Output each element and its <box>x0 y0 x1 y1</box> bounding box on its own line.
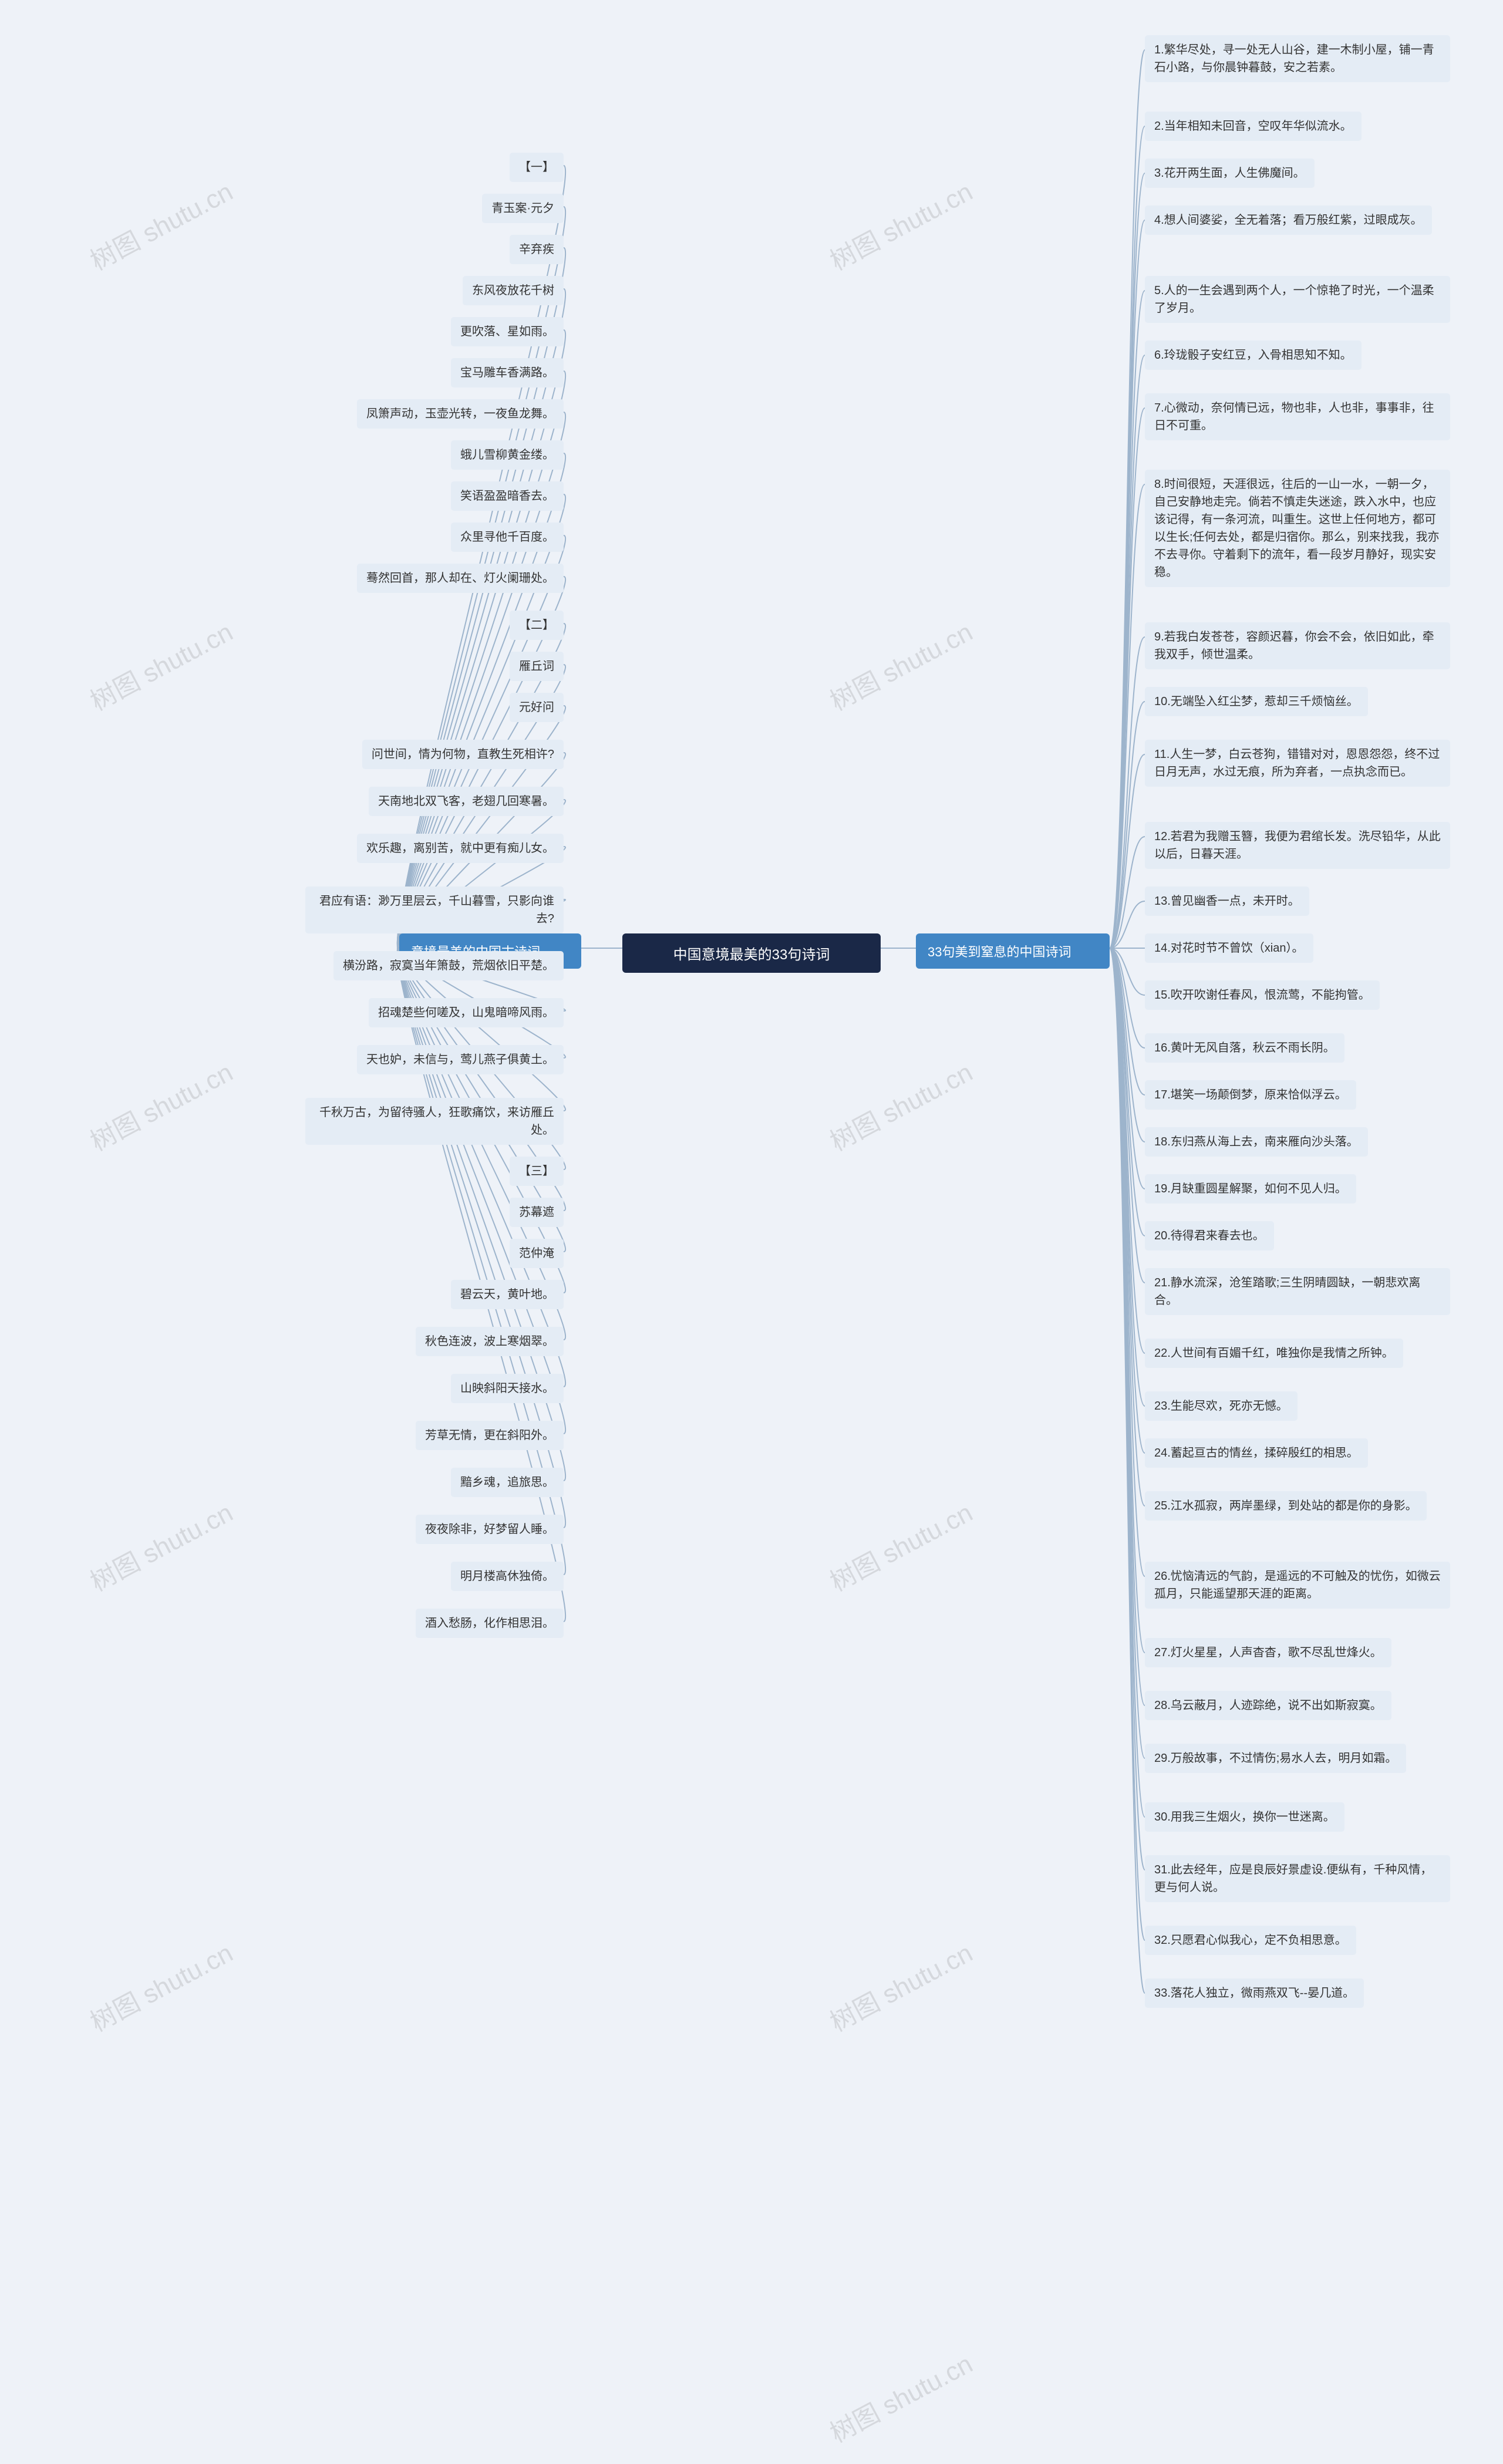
watermark: 树图 shutu.cn <box>823 171 978 278</box>
right-leaf[interactable]: 30.用我三生烟火，换你一世迷离。 <box>1145 1802 1344 1832</box>
left-leaf[interactable]: 辛弃疾 <box>510 235 564 264</box>
left-leaf[interactable]: 明月楼高休独倚。 <box>451 1562 564 1591</box>
watermark: 树图 shutu.cn <box>83 1051 238 1158</box>
watermark: 树图 shutu.cn <box>83 171 238 278</box>
left-leaf[interactable]: 蛾儿雪柳黄金缕。 <box>451 440 564 470</box>
right-leaf[interactable]: 20.待得君来春去也。 <box>1145 1221 1274 1250</box>
right-leaf[interactable]: 4.想人间婆娑，全无着落；看万般红紫，过眼成灰。 <box>1145 205 1432 235</box>
left-leaf[interactable]: 碧云天，黄叶地。 <box>451 1280 564 1309</box>
left-leaf[interactable]: 苏幕遮 <box>510 1198 564 1227</box>
left-leaf[interactable]: 范仲淹 <box>510 1239 564 1268</box>
right-leaf[interactable]: 9.若我白发苍苍，容颜迟暮，你会不会，依旧如此，牵我双手，倾世温柔。 <box>1145 622 1450 669</box>
right-leaf[interactable]: 27.灯火星星，人声杳杳，歌不尽乱世烽火。 <box>1145 1638 1391 1667</box>
right-branch-node[interactable]: 33句美到窒息的中国诗词 <box>916 933 1110 969</box>
right-leaf[interactable]: 7.心微动，奈何情已远，物也非，人也非，事事非，往日不可重。 <box>1145 393 1450 440</box>
right-leaf[interactable]: 13.曾见幽香一点，未开时。 <box>1145 886 1309 916</box>
watermark: 树图 shutu.cn <box>83 1492 238 1599</box>
right-leaf[interactable]: 2.当年相知未回音，空叹年华似流水。 <box>1145 112 1362 141</box>
right-leaf[interactable]: 19.月缺重圆星解聚，如何不见人归。 <box>1145 1174 1356 1204</box>
watermark: 树图 shutu.cn <box>83 1932 238 2039</box>
left-leaf[interactable]: 横汾路，寂寞当年箫鼓，荒烟依旧平楚。 <box>333 951 564 980</box>
left-leaf[interactable]: 众里寻他千百度。 <box>451 523 564 552</box>
right-leaf[interactable]: 5.人的一生会遇到两个人，一个惊艳了时光，一个温柔了岁月。 <box>1145 276 1450 323</box>
left-leaf[interactable]: 更吹落、星如雨。 <box>451 317 564 346</box>
right-leaf[interactable]: 14.对花时节不曾饮（xian）。 <box>1145 933 1313 963</box>
left-leaf[interactable]: 夜夜除非，好梦留人睡。 <box>416 1515 564 1544</box>
left-leaf[interactable]: 笑语盈盈暗香去。 <box>451 481 564 511</box>
right-leaf[interactable]: 26.忧恼清远的气韵，是遥远的不可触及的忧伤，如微云孤月，只能遥望那天涯的距离。 <box>1145 1562 1450 1609</box>
right-leaf[interactable]: 18.东归燕从海上去，南来雁向沙头落。 <box>1145 1127 1368 1157</box>
center-node[interactable]: 中国意境最美的33句诗词 <box>622 933 881 973</box>
right-leaf[interactable]: 6.玲珑骰子安红豆，入骨相思知不知。 <box>1145 341 1362 370</box>
left-leaf[interactable]: 酒入愁肠，化作相思泪。 <box>416 1609 564 1638</box>
left-leaf[interactable]: 东风夜放花千树 <box>463 276 564 305</box>
watermark: 树图 shutu.cn <box>823 1492 978 1599</box>
left-leaf[interactable]: 欢乐趣，离别苦，就中更有痴儿女。 <box>357 834 564 863</box>
left-leaf[interactable]: 山映斜阳天接水。 <box>451 1374 564 1403</box>
watermark: 树图 shutu.cn <box>823 1932 978 2039</box>
right-leaf[interactable]: 28.乌云蔽月，人迹踪绝，说不出如斯寂寞。 <box>1145 1691 1391 1720</box>
right-leaf[interactable]: 8.时间很短，天涯很远，往后的一山一水，一朝一夕，自己安静地走完。倘若不慎走失迷… <box>1145 470 1450 587</box>
right-leaf[interactable]: 15.吹开吹谢任春风，恨流莺，不能拘管。 <box>1145 980 1380 1010</box>
left-leaf[interactable]: 君应有语：渺万里层云，千山暮雪，只影向谁去? <box>305 886 564 933</box>
watermark: 树图 shutu.cn <box>823 1051 978 1158</box>
right-leaf[interactable]: 32.只愿君心似我心，定不负相思意。 <box>1145 1926 1356 1955</box>
left-leaf[interactable]: 雁丘词 <box>510 652 564 681</box>
right-leaf[interactable]: 10.无端坠入红尘梦，惹却三千烦恼丝。 <box>1145 687 1368 716</box>
left-leaf[interactable]: 【三】 <box>510 1157 564 1186</box>
left-leaf[interactable]: 天南地北双飞客，老翅几回寒暑。 <box>369 787 564 816</box>
watermark: 树图 shutu.cn <box>823 611 978 718</box>
right-leaf[interactable]: 22.人世间有百媚千红，唯独你是我情之所钟。 <box>1145 1339 1403 1368</box>
watermark: 树图 shutu.cn <box>83 611 238 718</box>
right-leaf[interactable]: 11.人生一梦，白云苍狗，错错对对，恩恩怨怨，终不过日月无声，水过无痕，所为弃者… <box>1145 740 1450 787</box>
right-leaf[interactable]: 24.蓄起亘古的情丝，揉碎殷红的相思。 <box>1145 1438 1368 1468</box>
left-leaf[interactable]: 蓦然回首，那人却在、灯火阑珊处。 <box>357 564 564 593</box>
right-leaf[interactable]: 12.若君为我赠玉簪，我便为君绾长发。洗尽铅华，从此以后，日暮天涯。 <box>1145 822 1450 869</box>
watermark: 树图 shutu.cn <box>823 2343 978 2450</box>
left-leaf[interactable]: 【一】 <box>510 153 564 182</box>
left-leaf[interactable]: 招魂楚些何嗟及，山鬼暗啼风雨。 <box>369 998 564 1027</box>
right-leaf[interactable]: 31.此去经年，应是良辰好景虚设.便纵有，千种风情，更与何人说。 <box>1145 1855 1450 1902</box>
right-leaf[interactable]: 33.落花人独立，微雨燕双飞--晏几道。 <box>1145 1978 1364 2008</box>
left-leaf[interactable]: 【二】 <box>510 611 564 640</box>
right-leaf[interactable]: 1.繁华尽处，寻一处无人山谷，建一木制小屋，铺一青石小路，与你晨钟暮鼓，安之若素… <box>1145 35 1450 82</box>
right-leaf[interactable]: 23.生能尽欢，死亦无憾。 <box>1145 1391 1298 1421</box>
right-leaf[interactable]: 16.黄叶无风自落，秋云不雨长阴。 <box>1145 1033 1344 1063</box>
right-leaf[interactable]: 29.万般故事，不过情伤;易水人去，明月如霜。 <box>1145 1744 1406 1773</box>
left-leaf[interactable]: 芳草无情，更在斜阳外。 <box>416 1421 564 1450</box>
left-leaf[interactable]: 秋色连波，波上寒烟翠。 <box>416 1327 564 1356</box>
right-leaf[interactable]: 3.花开两生面，人生佛魔间。 <box>1145 159 1315 188</box>
left-leaf[interactable]: 天也妒，未信与，莺儿燕子俱黄土。 <box>357 1045 564 1074</box>
left-leaf[interactable]: 宝马雕车香满路。 <box>451 358 564 387</box>
left-leaf[interactable]: 问世间，情为何物，直教生死相许? <box>362 740 564 769</box>
mindmap-container: 中国意境最美的33句诗词 意境最美的中国古诗词 33句美到窒息的中国诗词 【一】… <box>0 0 1503 2464</box>
right-leaf[interactable]: 17.堪笑一场颠倒梦，原来恰似浮云。 <box>1145 1080 1356 1110</box>
left-leaf[interactable]: 凤箫声动，玉壶光转，一夜鱼龙舞。 <box>357 399 564 429</box>
right-leaf[interactable]: 21.静水流深，沧笙踏歌;三生阴晴圆缺，一朝悲欢离合。 <box>1145 1268 1450 1315</box>
left-leaf[interactable]: 千秋万古，为留待骚人，狂歌痛饮，来访雁丘处。 <box>305 1098 564 1145</box>
left-leaf[interactable]: 元好问 <box>510 693 564 722</box>
right-leaf[interactable]: 25.江水孤寂，两岸墨绿，到处站的都是你的身影。 <box>1145 1491 1427 1521</box>
left-leaf[interactable]: 黯乡魂，追旅思。 <box>451 1468 564 1497</box>
left-leaf[interactable]: 青玉案·元夕 <box>482 194 564 223</box>
